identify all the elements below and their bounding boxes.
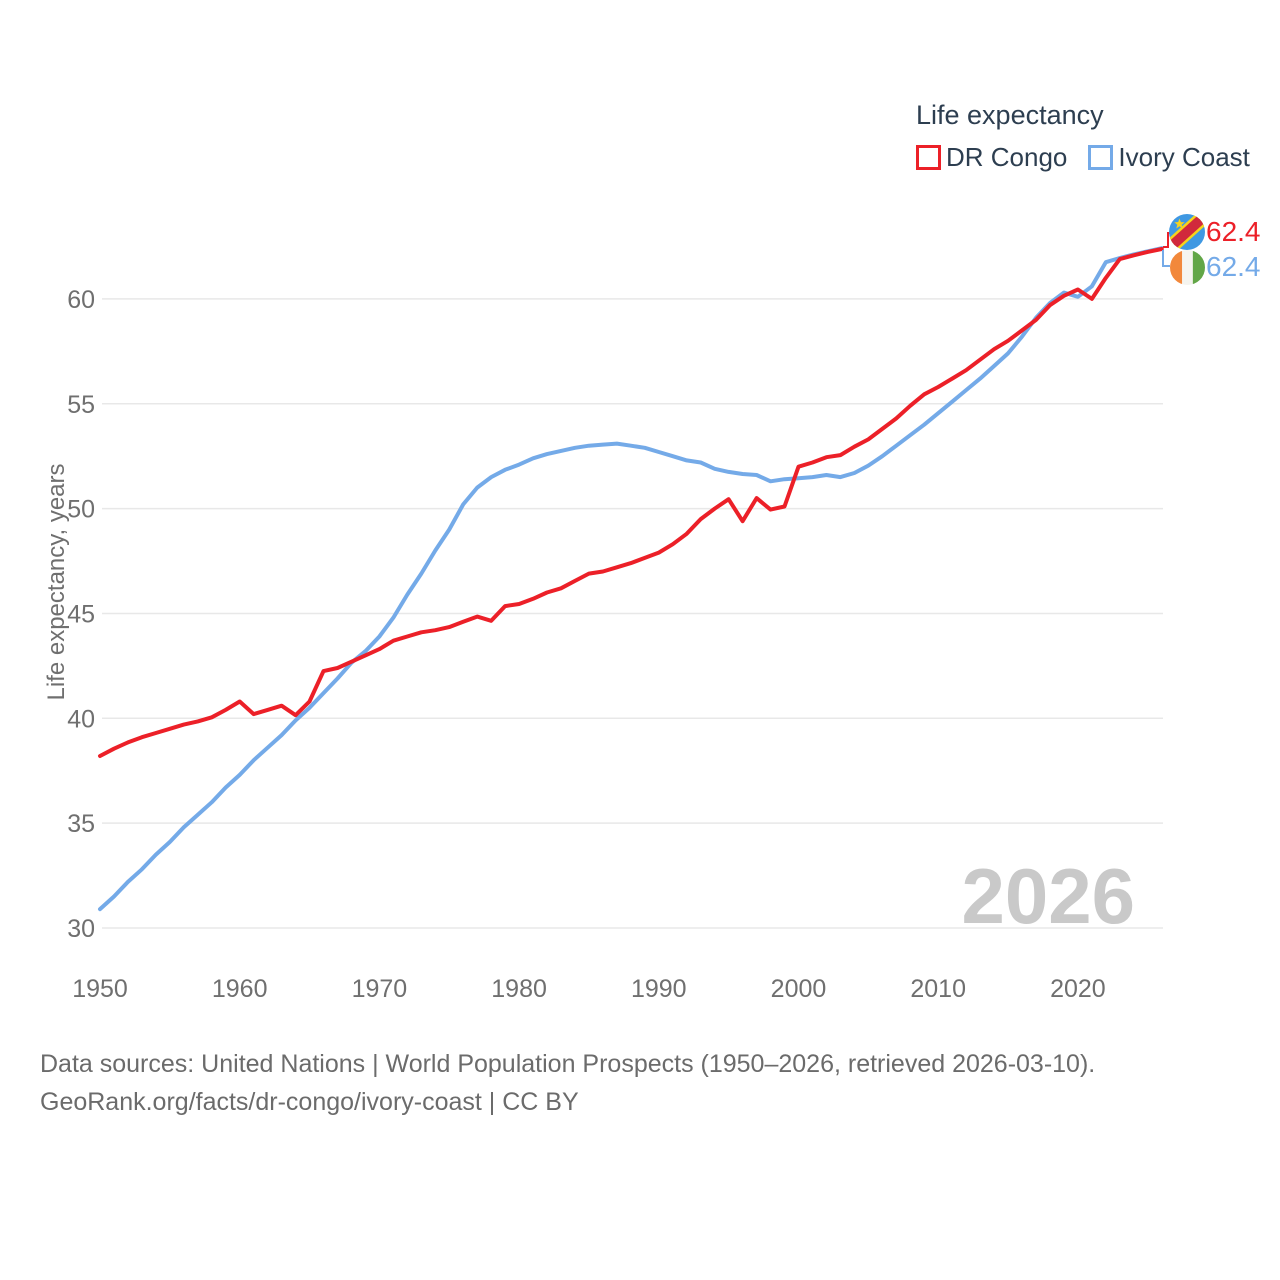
- x-tick-label: 1950: [72, 975, 128, 1003]
- legend-title: Life expectancy: [916, 100, 1104, 130]
- legend-item-label: DR Congo: [946, 142, 1068, 172]
- dr-congo-swatch: [916, 145, 941, 170]
- data-sources-line: Data sources: United Nations | World Pop…: [40, 1050, 1096, 1078]
- x-tick-label: 1970: [352, 975, 408, 1003]
- x-tick-label: 1990: [631, 975, 687, 1003]
- x-tick-label: 2000: [771, 975, 827, 1003]
- ivory-coast-end-connector: [1162, 250, 1170, 267]
- legend-item-ivory-coast[interactable]: Ivory Coast: [1088, 142, 1250, 173]
- dr-congo-flag-icon: [1169, 214, 1205, 250]
- dr-congo-line[interactable]: [98, 247, 1164, 758]
- legend: Life expectancy DR Congo Ivory Coast: [916, 100, 1250, 173]
- y-tick-label: 45: [67, 600, 95, 628]
- legend-items: DR Congo Ivory Coast: [916, 142, 1250, 173]
- legend-item-dr-congo[interactable]: DR Congo: [916, 142, 1067, 173]
- y-tick-label: 50: [67, 496, 95, 524]
- x-tick-label: 1960: [212, 975, 268, 1003]
- legend-item-label: Ivory Coast: [1118, 142, 1250, 172]
- y-tick-label: 30: [67, 915, 95, 943]
- y-tick-label: 35: [67, 810, 95, 838]
- y-tick-label: 40: [67, 705, 95, 733]
- ivory-coast-flag-icon: [1170, 250, 1205, 285]
- y-tick-label: 55: [67, 391, 95, 419]
- ivory-coast-swatch: [1088, 145, 1114, 170]
- y-tick-label: 60: [67, 286, 95, 314]
- ivory-coast-line[interactable]: [98, 246, 1164, 912]
- attribution-line: GeoRank.org/facts/dr-congo/ivory-coast |…: [40, 1088, 579, 1116]
- x-tick-label: 2010: [910, 975, 966, 1003]
- footer: Data sources: United Nations | World Pop…: [40, 1045, 1095, 1121]
- x-tick-label: 1980: [491, 975, 547, 1003]
- watermark-year: 2026: [961, 852, 1135, 940]
- y-axis-label: Life expectancy, years: [43, 463, 70, 700]
- end-value-ivory-coast: 62.4: [1206, 251, 1261, 282]
- x-tick-label: 2020: [1050, 975, 1106, 1003]
- end-value-dr-congo: 62.4: [1206, 216, 1261, 247]
